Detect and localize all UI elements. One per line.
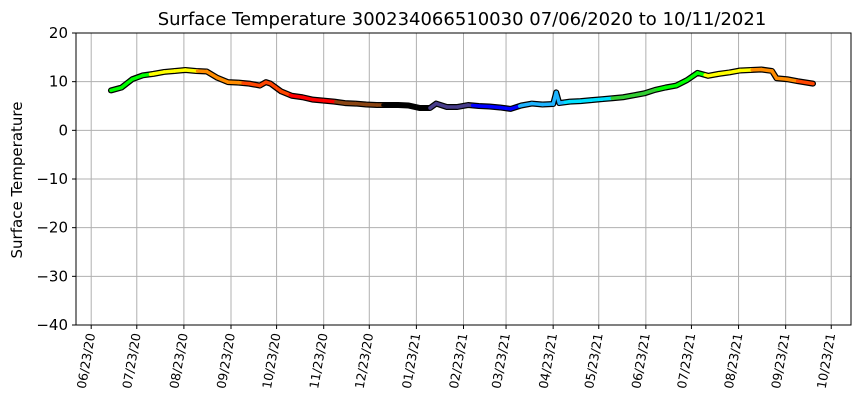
x-tick-label: 03/23/21 (488, 332, 513, 390)
y-tick-label: 20 (49, 24, 68, 42)
y-axis-label: Surface Temperature (8, 102, 26, 259)
y-tick-label: −10 (36, 170, 68, 188)
y-tick-label: −30 (36, 267, 68, 285)
grid (76, 33, 851, 325)
x-tick-label: 12/23/20 (352, 332, 377, 390)
y-tick-label: −20 (36, 219, 68, 237)
x-tick-label: 11/23/20 (306, 332, 331, 390)
y-tick-label: 0 (58, 121, 68, 139)
series-segment (798, 81, 813, 83)
x-tick-label: 10/23/21 (814, 332, 839, 390)
x-tick-label: 08/23/21 (721, 332, 746, 390)
x-tick-label: 02/23/21 (446, 332, 471, 390)
y-axis: −40 −30 −20 −10 0 10 20 (36, 24, 76, 334)
y-tick-label: −40 (36, 316, 68, 334)
x-tick-label: 09/23/21 (768, 332, 793, 390)
x-axis: 06/23/20 07/23/20 08/23/20 09/23/20 10/23/20… (74, 325, 839, 390)
x-tick-label: 08/23/20 (166, 332, 191, 390)
x-tick-label: 09/23/20 (213, 332, 238, 390)
x-tick-label: 10/23/20 (259, 332, 284, 390)
x-tick-label: 04/23/21 (536, 332, 561, 390)
series-segment (676, 80, 687, 85)
x-tick-label: 07/23/20 (119, 332, 144, 390)
x-tick-label: 06/23/21 (628, 332, 653, 390)
x-tick-label: 07/23/21 (674, 332, 699, 390)
chart-title: Surface Temperature 300234066510030 07/0… (158, 9, 767, 30)
x-tick-label: 05/23/21 (581, 332, 606, 390)
x-tick-label: 01/23/21 (399, 332, 424, 390)
temperature-series (111, 70, 813, 109)
x-tick-label: 06/23/20 (74, 332, 99, 390)
y-tick-label: 10 (49, 73, 68, 91)
